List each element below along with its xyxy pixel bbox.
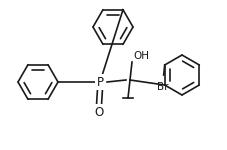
Text: Br: Br: [157, 82, 168, 92]
Text: OH: OH: [133, 51, 149, 61]
Text: O: O: [94, 105, 104, 118]
Text: P: P: [96, 75, 104, 88]
